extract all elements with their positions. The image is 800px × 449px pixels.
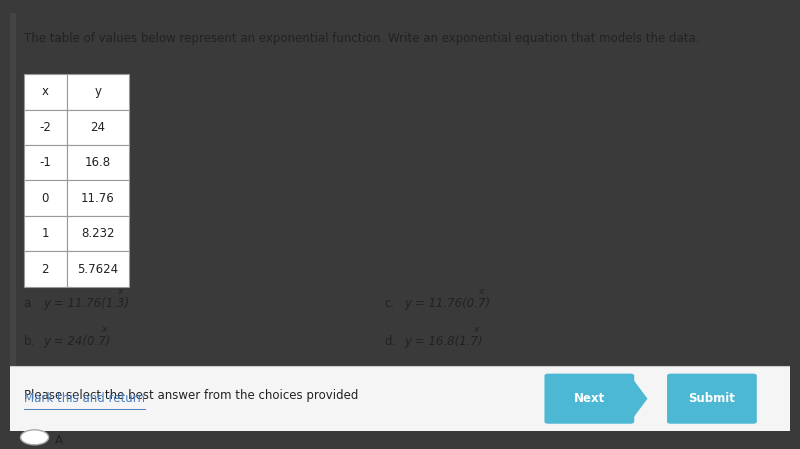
FancyBboxPatch shape (545, 374, 634, 424)
Text: Submit: Submit (689, 392, 735, 405)
Bar (24, 74, 66, 110)
Text: A: A (55, 434, 63, 447)
Bar (66, 180, 129, 216)
Text: 5.7624: 5.7624 (78, 263, 118, 276)
Text: -1: -1 (39, 156, 51, 169)
Text: 11.76: 11.76 (81, 192, 114, 205)
Text: x: x (42, 85, 49, 98)
Text: y = 16.8(1.7): y = 16.8(1.7) (404, 335, 482, 348)
Text: x: x (478, 287, 484, 296)
Text: Please select the best answer from the choices provided: Please select the best answer from the c… (24, 389, 358, 402)
Bar (24, 180, 66, 216)
Bar (24, 216, 66, 251)
Bar (10, 366, 790, 431)
Polygon shape (630, 376, 647, 422)
Text: -2: -2 (39, 121, 51, 134)
Bar (24, 110, 66, 145)
Text: Next: Next (574, 392, 605, 405)
Text: The table of values below represent an exponential function. Write an exponentia: The table of values below represent an e… (24, 32, 699, 45)
Text: y = 11.76(1.3): y = 11.76(1.3) (43, 297, 130, 310)
Text: x: x (102, 325, 107, 334)
Bar (66, 251, 129, 287)
Bar (66, 145, 129, 180)
Text: y = 24(0.7): y = 24(0.7) (43, 335, 110, 348)
Bar (24, 145, 66, 180)
Text: 0: 0 (42, 192, 49, 205)
Text: y = 11.76(0.7): y = 11.76(0.7) (404, 297, 490, 310)
Text: b.: b. (24, 335, 35, 348)
Text: x: x (118, 287, 123, 296)
Text: 24: 24 (90, 121, 106, 134)
Bar (24, 251, 66, 287)
Text: 1: 1 (42, 227, 49, 240)
FancyBboxPatch shape (667, 374, 757, 424)
Text: x: x (473, 325, 478, 334)
Bar (10, 13, 16, 431)
Text: a.: a. (24, 297, 34, 310)
Bar (66, 216, 129, 251)
Text: 16.8: 16.8 (85, 156, 111, 169)
Text: 2: 2 (42, 263, 49, 276)
Text: Mark this and return: Mark this and return (24, 392, 145, 405)
Bar (66, 110, 129, 145)
Circle shape (21, 430, 49, 445)
Text: 8.232: 8.232 (81, 227, 114, 240)
Text: c.: c. (384, 297, 394, 310)
Text: y: y (94, 85, 102, 98)
Text: d.: d. (384, 335, 396, 348)
Bar (66, 74, 129, 110)
